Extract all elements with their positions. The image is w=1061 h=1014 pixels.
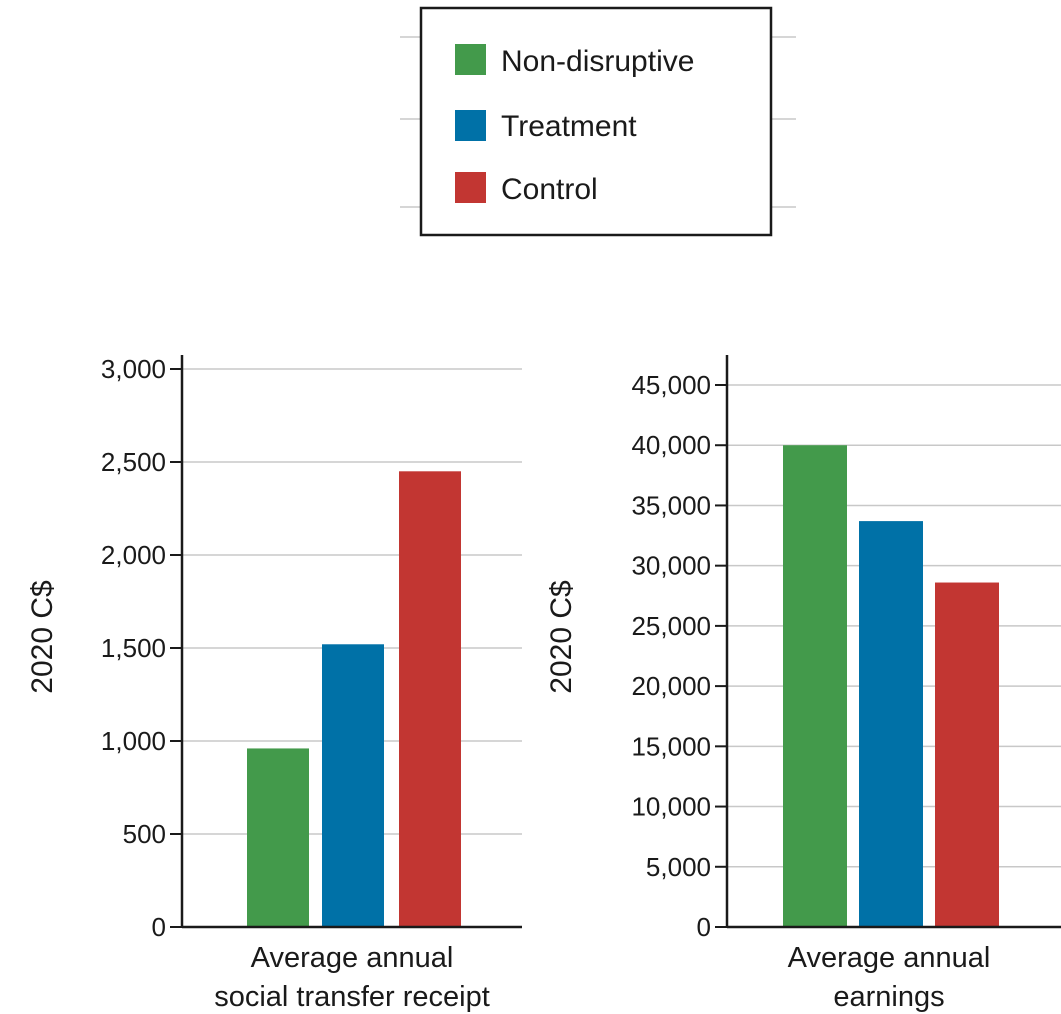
legend-swatch-non-disruptive	[455, 44, 486, 75]
y-tick-label: 45,000	[631, 370, 711, 400]
y-axis-label: 2020 C$	[545, 580, 578, 694]
legend-label-treatment: Treatment	[501, 110, 637, 143]
y-tick-label: 1,500	[101, 633, 166, 663]
y-tick-label: 0	[697, 912, 711, 942]
bar-earnings-non-disruptive	[783, 445, 847, 927]
y-tick-label: 35,000	[631, 490, 711, 520]
legend-label-non-disruptive: Non-disruptive	[501, 45, 694, 78]
chart-social-transfer: 0 500 1,000 1,500 2,000 2,500 3,000 2020 C$ Aver…	[26, 354, 522, 1013]
y-tick-label: 10,000	[631, 792, 711, 822]
y-tick-label: 15,000	[631, 731, 711, 761]
x-axis-label: earnings	[833, 981, 944, 1013]
bar-earnings-control	[935, 582, 999, 927]
y-tick-label: 0	[152, 912, 166, 942]
y-tick-label: 25,000	[631, 611, 711, 641]
chart-earnings: 0 5,000 10,000 15,000 20,000 25,000 30,000 35,0…	[545, 355, 1061, 1013]
legend: Non-disruptive Treatment Control	[400, 6, 796, 237]
y-tick-label: 5,000	[646, 852, 711, 882]
y-tick-label: 500	[123, 819, 166, 849]
legend-label-control: Control	[501, 173, 598, 206]
y-tick-label: 40,000	[631, 430, 711, 460]
y-tick-label: 3,000	[101, 354, 166, 384]
x-axis-label: Average annual	[251, 942, 454, 974]
y-axis-label: 2020 C$	[26, 580, 59, 694]
bar-social-transfer-non-disruptive	[247, 748, 309, 927]
legend-swatch-treatment	[455, 110, 486, 141]
y-tick-label: 20,000	[631, 671, 711, 701]
y-tick-label: 1,000	[101, 726, 166, 756]
legend-swatch-control	[455, 172, 486, 203]
bar-social-transfer-control	[399, 471, 461, 927]
bar-earnings-treatment	[859, 521, 923, 927]
y-tick-label: 2,000	[101, 540, 166, 570]
x-axis-label: social transfer receipt	[214, 981, 490, 1013]
y-tick-label: 30,000	[631, 551, 711, 581]
x-axis-label: Average annual	[788, 942, 991, 974]
y-tick-label: 2,500	[101, 447, 166, 477]
bar-social-transfer-treatment	[322, 644, 384, 927]
